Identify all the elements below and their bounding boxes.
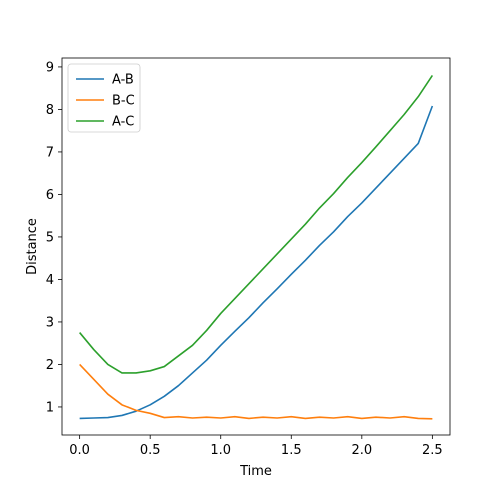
legend: A-B B-C A-C [67,63,141,133]
x-tick-label: 0.0 [69,443,90,458]
y-tick-label: 3 [46,315,54,330]
x-tick-label: 0.5 [140,443,161,458]
x-axis-label: Time [239,464,272,479]
series-line-a-b [79,105,434,420]
y-tick-label: 7 [46,145,54,160]
legend-label-a-c: A-C [112,115,134,130]
legend-box [67,63,141,133]
y-axis-ticks: 1 2 3 4 5 6 7 8 9 [46,60,62,415]
x-tick-label: 2.0 [351,443,372,458]
x-tick-label: 2.5 [422,443,443,458]
series-line-b-c [79,363,433,420]
legend-label-a-b: A-B [112,73,134,88]
y-tick-label: 5 [46,230,54,245]
y-tick-label: 6 [46,188,54,203]
legend-label-b-c: B-C [112,94,135,109]
y-axis-label: Distance [25,218,40,275]
x-tick-label: 1.5 [281,443,302,458]
x-tick-label: 1.0 [210,443,231,458]
series-line-a-c [79,74,434,374]
y-tick-label: 9 [46,60,54,75]
y-tick-label: 8 [46,103,54,118]
plot-lines [79,74,434,420]
y-tick-label: 2 [46,358,54,373]
y-tick-label: 4 [46,273,54,288]
axes-frame [61,57,451,436]
y-tick-label: 1 [46,400,54,415]
x-axis-ticks: 0.0 0.5 1.0 1.5 2.0 2.5 [69,435,443,458]
